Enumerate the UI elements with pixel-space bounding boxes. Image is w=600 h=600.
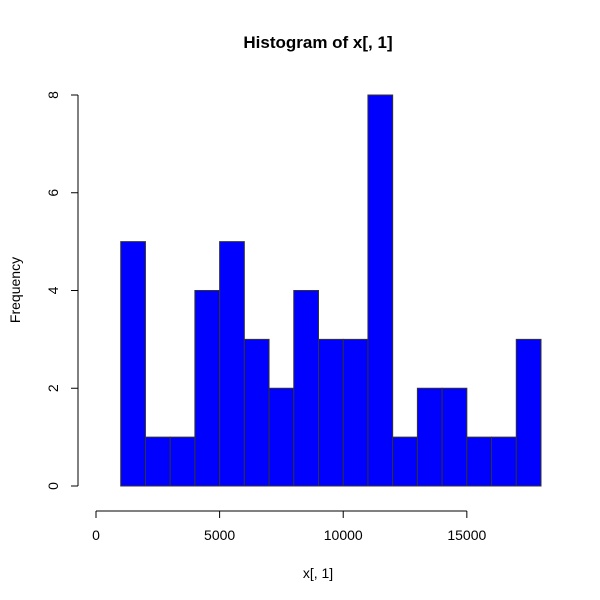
histogram-bar	[318, 338, 344, 487]
histogram-bar	[144, 436, 171, 487]
y-tick-label: 2	[45, 384, 61, 392]
histogram-bar	[268, 387, 295, 487]
bars-group	[120, 94, 542, 487]
y-tick-label: 8	[45, 91, 61, 99]
y-axis: 0 2 4 6 8	[45, 91, 79, 490]
y-axis-label: Frequency	[7, 257, 23, 323]
y-tick-label: 0	[45, 482, 61, 490]
x-axis-label: x[, 1]	[303, 565, 333, 581]
histogram-bar	[392, 436, 418, 487]
histogram-bar	[169, 436, 196, 487]
histogram-bar	[219, 241, 245, 487]
histogram-bar	[367, 94, 394, 487]
histogram-bar	[491, 436, 517, 487]
histogram-bar	[342, 338, 369, 487]
y-tick-label: 4	[45, 286, 61, 294]
histogram-bar	[293, 290, 319, 487]
histogram-bar	[194, 290, 221, 487]
x-tick-label: 0	[92, 527, 100, 543]
histogram-bar	[515, 338, 542, 487]
histogram-bar	[441, 387, 468, 487]
y-tick-label: 6	[45, 189, 61, 197]
x-axis: 0 5000 10000 15000	[92, 510, 487, 543]
histogram-bar	[243, 338, 270, 487]
chart-title: Histogram of x[, 1]	[243, 33, 392, 52]
x-tick-label: 10000	[324, 527, 363, 543]
x-tick-label: 5000	[204, 527, 235, 543]
x-tick-label: 15000	[447, 527, 486, 543]
histogram-bar	[416, 387, 443, 487]
histogram-bar	[466, 436, 493, 487]
histogram-bar	[120, 241, 146, 487]
